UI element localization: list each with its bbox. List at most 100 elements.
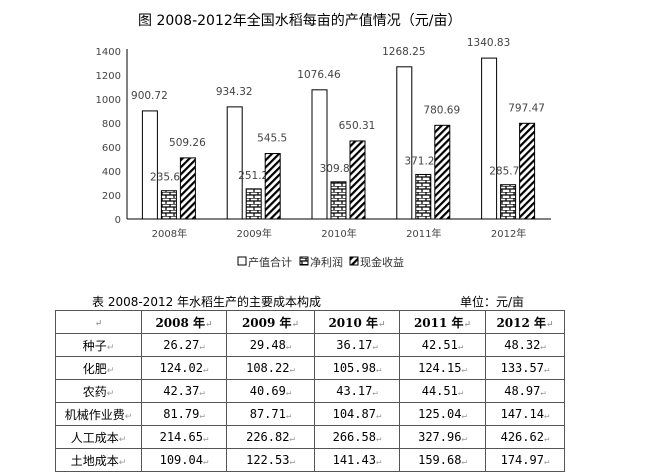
- table-cell: 266.58↵: [314, 425, 400, 449]
- table-cell: 29.48↵: [226, 333, 315, 357]
- bar-profit: [500, 184, 517, 220]
- table-row: 人工成本↵ 214.65↵ 226.82↵ 266.58↵ 327.96↵ 426.62↵: [55, 425, 565, 449]
- x-tick-label: 2010年: [321, 227, 356, 240]
- table-cell: 87.71↵: [226, 402, 315, 426]
- y-tick-label: 0: [115, 215, 121, 226]
- bar-profit: [415, 173, 432, 220]
- table-cell: 108.22↵: [226, 356, 315, 380]
- table-cell: 214.65↵: [141, 425, 227, 449]
- cost-table: ↵ 2008 年↵ 2009 年↵ 2010 年↵ 2011 年↵ 2012 年↵ 种子↵…: [55, 310, 565, 472]
- data-label: 1340.83: [467, 37, 510, 49]
- column-header-text: 2012 年: [496, 315, 547, 330]
- row-label: 土地成本↵: [55, 448, 142, 472]
- data-label: 900.72: [131, 90, 168, 102]
- data-label: 934.32: [216, 86, 253, 98]
- bar-output: [311, 89, 328, 220]
- table-cell: 48.32↵: [485, 333, 565, 357]
- row-label: 农药↵: [55, 379, 142, 403]
- data-label: 650.31: [339, 120, 376, 132]
- table-cell: 36.17↵: [314, 333, 400, 357]
- y-tick-label: 800: [102, 119, 121, 130]
- data-label: 285.78: [489, 166, 526, 178]
- x-tick-label: 2011年: [406, 227, 441, 240]
- table-cell: 141.43↵: [314, 448, 400, 472]
- data-label: 309.82: [320, 163, 357, 175]
- data-label: 235.62: [150, 172, 187, 184]
- legend-label: 现金收益: [360, 255, 404, 269]
- bar-output: [141, 110, 158, 220]
- table-cell: 124.02↵: [141, 356, 227, 380]
- data-label: 780.69: [423, 104, 460, 116]
- table-cell: 42.51↵: [399, 333, 486, 357]
- table-cell: 327.96↵: [399, 425, 486, 449]
- bar-output: [396, 66, 413, 220]
- table-row: 机械作业费↵ 81.79↵ 87.71↵ 104.87↵ 125.04↵ 147.14↵: [55, 402, 565, 426]
- bar-cash: [179, 157, 196, 220]
- table-cell: 124.15↵: [399, 356, 486, 380]
- data-label: 1076.46: [297, 69, 341, 81]
- table-row: 农药↵ 42.37↵ 40.69↵ 43.17↵ 44.51↵ 48.97↵: [55, 379, 565, 403]
- y-tick-label: 400: [102, 167, 121, 178]
- data-label: 797.47: [508, 102, 545, 114]
- y-tick-label: 1200: [96, 71, 121, 82]
- table-cell: 122.53↵: [226, 448, 315, 472]
- table-cell: 81.79↵: [141, 402, 227, 426]
- table-cell: 125.04↵: [399, 402, 486, 426]
- table-cell: 44.51↵: [399, 379, 486, 403]
- column-header-text: 2008 年: [155, 315, 206, 330]
- bar-profit: [245, 188, 262, 220]
- column-header: 2008 年↵: [141, 310, 227, 334]
- legend-label: 产值合计: [248, 255, 292, 269]
- column-header-text: 2011 年: [413, 315, 464, 330]
- bar-profit: [330, 181, 347, 220]
- table-cell: 147.14↵: [485, 402, 565, 426]
- bar-output: [226, 106, 243, 220]
- table-cell: 426.62↵: [485, 425, 565, 449]
- data-label: 509.26: [169, 137, 206, 149]
- row-label: 机械作业费↵: [55, 402, 142, 426]
- table-cell: 105.98↵: [314, 356, 400, 380]
- column-header: 2011 年↵: [399, 310, 486, 334]
- y-tick-label: 1400: [96, 47, 121, 58]
- y-tick-label: 1000: [96, 95, 121, 106]
- table-row: 土地成本↵ 109.04↵ 122.53↵ 141.43↵ 159.68↵ 174.97↵: [55, 448, 565, 472]
- table-cell: 26.27↵: [141, 333, 227, 357]
- column-header: ↵: [55, 310, 142, 334]
- bar-profit: [160, 190, 177, 220]
- bar-cash: [434, 124, 451, 220]
- table-cell: 109.04↵: [141, 448, 227, 472]
- table-title: 表 2008-2012 年水稻生产的主要成本构成: [92, 295, 322, 309]
- bar-chart: 图 2008-2012年全国水稻每亩的产值情况（元/亩） 0 200 400 600 8…: [96, 12, 551, 269]
- table-row: 化肥↵ 124.02↵ 108.22↵ 105.98↵ 124.15↵ 133.57↵: [55, 356, 565, 380]
- legend-swatch: [299, 256, 309, 266]
- bar-output: [481, 57, 498, 220]
- bar-cash: [264, 153, 281, 220]
- column-header-text: 2010 年: [328, 315, 379, 330]
- column-header: 2010 年↵: [314, 310, 400, 334]
- legend-swatch: [349, 256, 359, 266]
- table-cell: 174.97↵: [485, 448, 565, 472]
- table-cell: 159.68↵: [399, 448, 486, 472]
- table-cell: 40.69↵: [226, 379, 315, 403]
- chart-title: 图 2008-2012年全国水稻每亩的产值情况（元/亩）: [138, 12, 461, 29]
- table-cell: 133.57↵: [485, 356, 565, 380]
- data-label: 251.2: [238, 170, 268, 182]
- y-tick-label: 600: [102, 143, 121, 154]
- row-label: 种子↵: [55, 333, 142, 357]
- y-tick-label: 200: [102, 191, 121, 202]
- data-label: 545.5: [257, 133, 287, 145]
- table-cell: 104.87↵: [314, 402, 400, 426]
- table-cell: 226.82↵: [226, 425, 315, 449]
- x-tick-label: 2012年: [491, 227, 526, 240]
- legend-label: 净利润: [310, 255, 343, 269]
- table-cell: 48.97↵: [485, 379, 565, 403]
- column-header-text: 2009 年: [241, 315, 292, 330]
- table-cell: 43.17↵: [314, 379, 400, 403]
- column-header: 2012 年↵: [485, 310, 565, 334]
- legend-swatch: [237, 256, 247, 266]
- bar-cash: [349, 140, 366, 220]
- table-unit: 单位：元/亩: [460, 295, 525, 309]
- bar-cash: [519, 122, 536, 220]
- table-header-row: ↵ 2008 年↵ 2009 年↵ 2010 年↵ 2011 年↵ 2012 年↵: [55, 310, 565, 334]
- data-label: 1268.25: [382, 46, 425, 58]
